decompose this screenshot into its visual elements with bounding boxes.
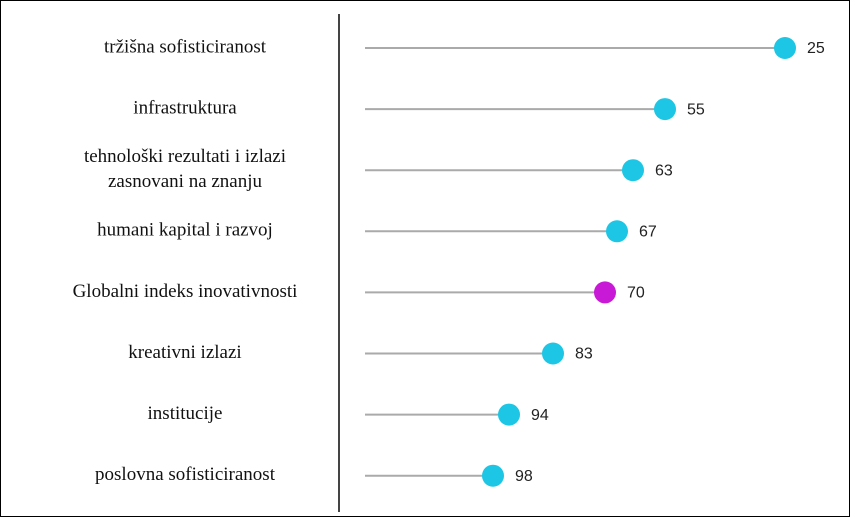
value-label: 94 <box>531 407 549 424</box>
dot <box>606 220 628 243</box>
category-label: kreativni izlazi <box>128 342 241 363</box>
dot <box>482 464 504 487</box>
value-label: 55 <box>687 101 705 118</box>
category-label: Globalni indeks inovativnosti <box>73 281 298 302</box>
value-label: 63 <box>655 162 673 179</box>
category-label: tržišna sofisticiranost <box>104 36 267 57</box>
dot <box>654 98 676 121</box>
category-label: institucije <box>148 403 223 424</box>
value-label: 67 <box>639 224 657 241</box>
category-label: infrastruktura <box>133 97 237 118</box>
value-label: 83 <box>575 346 593 363</box>
category-label: poslovna sofisticiranost <box>95 464 276 485</box>
category-label: tehnološki rezultati i izlazi zasnovani n… <box>84 147 286 193</box>
category-line: zasnovani na znanju <box>108 172 263 193</box>
dot <box>542 342 564 365</box>
category-line: tehnološki rezultati i izlazi <box>84 147 286 168</box>
value-label: 70 <box>627 285 645 302</box>
dot <box>594 281 616 304</box>
value-label: 98 <box>515 468 533 485</box>
dot <box>622 159 644 182</box>
dot <box>774 37 796 59</box>
category-label: humani kapital i razvoj <box>97 220 273 241</box>
value-label: 25 <box>807 40 825 57</box>
dot <box>498 403 520 426</box>
